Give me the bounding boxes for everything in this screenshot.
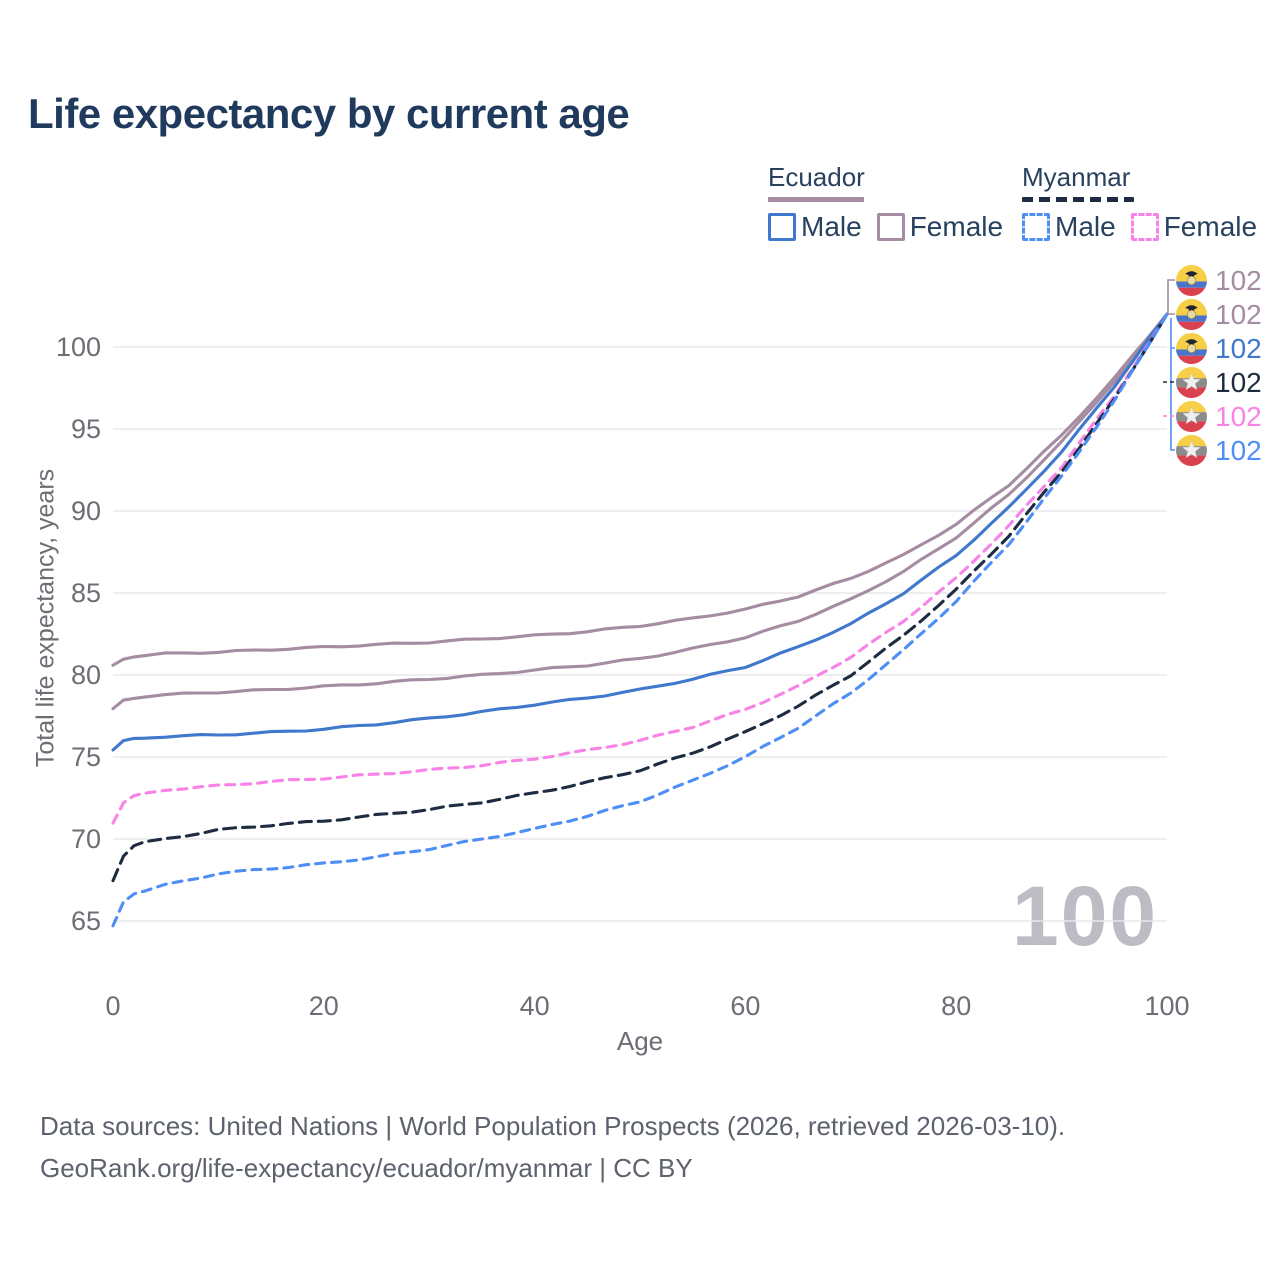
- x-tick-20: 20: [309, 991, 339, 1021]
- x-axis-title: Age: [616, 1026, 664, 1056]
- myanmar-flag-icon: [1176, 435, 1207, 466]
- ecuador-flag-icon: [1176, 333, 1207, 364]
- leader-male-lines: [1170, 318, 1175, 451]
- end-value-myanmar-female: 102: [1215, 400, 1262, 432]
- line-ecuador-male[interactable]: [111, 312, 1169, 752]
- myanmar-flag: [1176, 367, 1207, 398]
- myanmar-flag: [1176, 435, 1207, 466]
- y-tick-70: 70: [71, 824, 101, 854]
- end-label-myanmar-female: 102: [1176, 401, 1262, 433]
- legend-item-myanmar-male[interactable]: Male: [1022, 211, 1116, 243]
- leader-ecuador: [1167, 279, 1175, 315]
- end-value-ecuador-female: 102: [1215, 264, 1262, 296]
- ecuador-flag: [1176, 299, 1207, 330]
- ecuador-flag: [1176, 333, 1207, 364]
- y-tick-75: 75: [71, 742, 101, 772]
- legend-group-ecuador: Ecuador Male Female: [768, 162, 1018, 243]
- footer-url: GeoRank.org/life-expectancy/ecuador/myan…: [40, 1152, 693, 1183]
- end-label-myanmar-both-sexes: 102: [1176, 367, 1262, 399]
- x-tick-80: 80: [941, 991, 971, 1021]
- swatch-myanmar-male: [1022, 213, 1050, 241]
- end-label-ecuador-male: 102: [1176, 333, 1262, 365]
- ecuador-flag: [1176, 265, 1207, 296]
- legend-group-myanmar: Myanmar Male Female: [1022, 162, 1272, 243]
- legend-line-sample-myanmar: [1022, 197, 1134, 202]
- legend-label-ecuador-male: Male: [801, 211, 862, 242]
- y-tick-100: 100: [56, 332, 101, 362]
- legend-country-ecuador: Ecuador: [768, 162, 865, 192]
- end-label-ecuador-female: 102: [1176, 265, 1262, 297]
- y-tick-80: 80: [71, 660, 101, 690]
- y-tick-90: 90: [71, 496, 101, 526]
- legend-label-myanmar-female: Female: [1163, 211, 1258, 242]
- swatch-myanmar-female: [1130, 213, 1159, 241]
- age-watermark: 100: [1012, 869, 1159, 963]
- myanmar-flag: [1176, 401, 1207, 432]
- legend-item-myanmar-female[interactable]: Female: [1130, 211, 1258, 243]
- swatch-ecuador-female: [876, 213, 905, 241]
- end-label-myanmar-male: 102: [1176, 435, 1262, 467]
- line-myanmar-male[interactable]: [111, 312, 1169, 928]
- legend-item-ecuador-female[interactable]: Female: [876, 211, 1004, 243]
- end-label-ecuador-both-sexes: 102: [1176, 299, 1262, 331]
- legend-line-sample-ecuador: [768, 197, 864, 202]
- y-tick-65: 65: [71, 906, 101, 936]
- y-tick-85: 85: [71, 578, 101, 608]
- legend-label-myanmar-male: Male: [1055, 211, 1116, 242]
- x-tick-60: 60: [730, 991, 760, 1021]
- swatch-ecuador-male: [768, 213, 796, 241]
- legend-item-ecuador-male[interactable]: Male: [768, 211, 862, 243]
- x-tick-40: 40: [520, 991, 550, 1021]
- legend-label-ecuador-female: Female: [909, 211, 1004, 242]
- end-value-ecuador-both-sexes: 102: [1215, 298, 1262, 330]
- line-ecuador-both-sexes[interactable]: [111, 312, 1169, 711]
- end-value-myanmar-male: 102: [1215, 434, 1262, 466]
- myanmar-flag-icon: [1176, 367, 1207, 398]
- y-tick-95: 95: [71, 414, 101, 444]
- ecuador-flag-icon: [1176, 265, 1207, 296]
- end-value-myanmar-both-sexes: 102: [1215, 366, 1262, 398]
- x-tick-0: 0: [105, 991, 120, 1021]
- x-tick-100: 100: [1144, 991, 1189, 1021]
- footer-data-sources: Data sources: United Nations | World Pop…: [40, 1111, 1066, 1141]
- end-value-ecuador-male: 102: [1215, 332, 1262, 364]
- line-myanmar-female[interactable]: [111, 312, 1169, 825]
- myanmar-flag-icon: [1176, 401, 1207, 432]
- ecuador-flag-icon: [1176, 299, 1207, 330]
- footer-attribution: Data sources: United Nations | World Pop…: [40, 1106, 1065, 1189]
- page-title: Life expectancy by current age: [28, 90, 630, 137]
- legend-country-myanmar: Myanmar: [1022, 162, 1131, 192]
- line-ecuador-female[interactable]: [111, 312, 1169, 667]
- line-myanmar-both-sexes[interactable]: [111, 312, 1169, 883]
